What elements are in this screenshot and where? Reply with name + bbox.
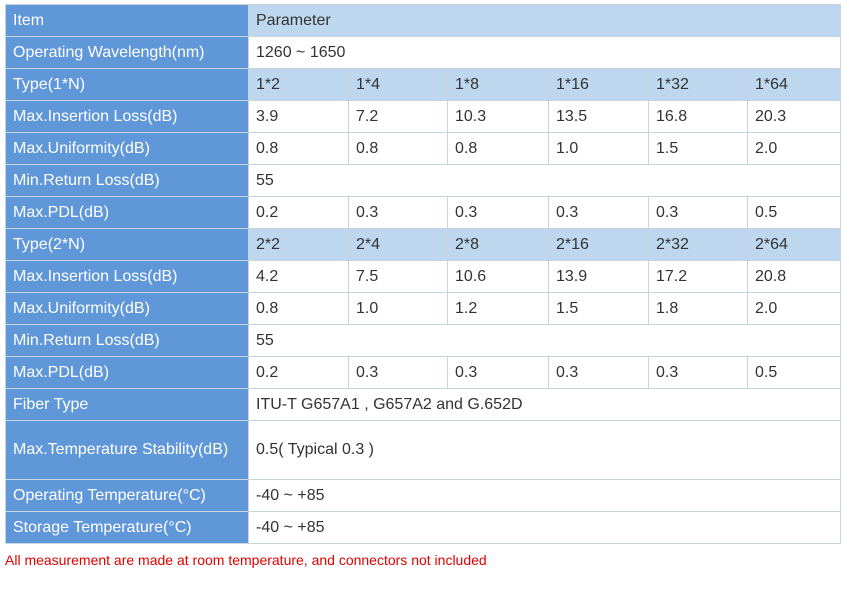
value-cell: 0.3 — [548, 356, 649, 389]
item-cell: Min.Return Loss(dB) — [5, 324, 249, 357]
table-row: Max.Insertion Loss(dB) 4.2 7.5 10.6 13.9 17.2… — [5, 260, 842, 293]
table-row: Operating Temperature(°C) -40 ~ +85 — [5, 479, 842, 512]
item-cell: Type(2*N) — [5, 228, 249, 261]
value-cell: 7.2 — [348, 100, 448, 133]
item-cell: Max.PDL(dB) — [5, 196, 249, 229]
value-cell: 1*4 — [348, 68, 448, 101]
value-cell: 2*32 — [648, 228, 748, 261]
footnote: All measurement are made at room tempera… — [5, 552, 487, 568]
table-row: Max.PDL(dB) 0.2 0.3 0.3 0.3 0.3 0.5 — [5, 196, 842, 229]
value-cell: 0.3 — [348, 196, 448, 229]
value-cell: 3.9 — [248, 100, 349, 133]
item-cell: Operating Wavelength(nm) — [5, 36, 249, 69]
value-cell: 2.0 — [746, 292, 842, 325]
value-cell: 0.5( Typical 0.3 ) — [247, 420, 842, 480]
value-cell: 13.5 — [548, 100, 649, 133]
item-cell: Max.Insertion Loss(dB) — [5, 100, 249, 133]
item-cell: Max.Uniformity(dB) — [5, 292, 249, 325]
value-cell: 0.2 — [248, 356, 349, 389]
value-cell: 2.0 — [746, 132, 842, 165]
value-cell: 1*2 — [248, 68, 349, 101]
value-cell: 0.8 — [348, 132, 448, 165]
value-cell: 7.5 — [348, 260, 448, 293]
value-cell: 1*32 — [648, 68, 748, 101]
value-cell: 0.8 — [248, 132, 349, 165]
value-cell: 1.5 — [648, 132, 748, 165]
item-cell: Storage Temperature(°C) — [5, 511, 249, 544]
item-cell: Max.PDL(dB) — [5, 356, 249, 389]
value-cell: 0.3 — [548, 196, 649, 229]
value-cell: 2*8 — [447, 228, 549, 261]
table-row: Min.Return Loss(dB) 55 — [5, 164, 842, 197]
value-cell: 0.3 — [447, 196, 549, 229]
value-cell: 4.2 — [248, 260, 349, 293]
item-cell: Max.Temperature Stability(dB) — [5, 420, 249, 480]
value-cell: 1.0 — [548, 132, 649, 165]
value-cell: 0.5 — [746, 196, 842, 229]
item-cell: Type(1*N) — [5, 68, 249, 101]
value-cell: 0.2 — [248, 196, 349, 229]
table-row: Max.Insertion Loss(dB) 3.9 7.2 10.3 13.5 16.8… — [5, 100, 842, 133]
item-cell: Operating Temperature(°C) — [5, 479, 249, 512]
value-cell: 0.3 — [447, 356, 549, 389]
item-cell: Item — [5, 4, 249, 37]
table-row: Type(2*N) 2*2 2*4 2*8 2*16 2*32 2*64 — [5, 228, 842, 261]
value-cell: 55 — [247, 324, 842, 357]
spec-table: Item Parameter Operating Wavelength(nm) 126… — [5, 4, 842, 544]
value-cell: 0.3 — [648, 356, 748, 389]
item-cell: Min.Return Loss(dB) — [5, 164, 249, 197]
value-cell: 20.3 — [746, 100, 842, 133]
table-row: Min.Return Loss(dB) 55 — [5, 324, 842, 357]
value-cell: 1.5 — [548, 292, 649, 325]
value-cell: 1.2 — [447, 292, 549, 325]
value-cell: 0.3 — [648, 196, 748, 229]
value-cell: 1*16 — [548, 68, 649, 101]
value-cell: 2*4 — [348, 228, 448, 261]
value-cell: 2*64 — [746, 228, 842, 261]
value-cell: 2*16 — [548, 228, 649, 261]
table-row: Item Parameter — [5, 4, 842, 37]
value-cell: Parameter — [247, 4, 842, 37]
value-cell: 13.9 — [548, 260, 649, 293]
value-cell: 20.8 — [746, 260, 842, 293]
value-cell: 0.5 — [746, 356, 842, 389]
item-cell: Fiber Type — [5, 388, 249, 421]
item-cell: Max.Insertion Loss(dB) — [5, 260, 249, 293]
value-cell: 0.3 — [348, 356, 448, 389]
table-row: Type(1*N) 1*2 1*4 1*8 1*16 1*32 1*64 — [5, 68, 842, 101]
value-cell: -40 ~ +85 — [247, 479, 842, 512]
table-row: Max.PDL(dB) 0.2 0.3 0.3 0.3 0.3 0.5 — [5, 356, 842, 389]
table-row: Max.Uniformity(dB) 0.8 0.8 0.8 1.0 1.5 2.0 — [5, 132, 842, 165]
table-row: Max.Uniformity(dB) 0.8 1.0 1.2 1.5 1.8 2.0 — [5, 292, 842, 325]
value-cell: 10.3 — [447, 100, 549, 133]
table-row: Max.Temperature Stability(dB) 0.5( Typica… — [5, 420, 842, 480]
item-cell: Max.Uniformity(dB) — [5, 132, 249, 165]
value-cell: 0.8 — [248, 292, 349, 325]
value-cell: 2*2 — [248, 228, 349, 261]
value-cell: 16.8 — [648, 100, 748, 133]
value-cell: 1*8 — [447, 68, 549, 101]
value-cell: ITU-T G657A1 , G657A2 and G.652D — [247, 388, 842, 421]
value-cell: 1260 ~ 1650 — [247, 36, 842, 69]
value-cell: 17.2 — [648, 260, 748, 293]
table-row: Storage Temperature(°C) -40 ~ +85 — [5, 511, 842, 544]
value-cell: 1*64 — [746, 68, 842, 101]
table-row: Operating Wavelength(nm) 1260 ~ 1650 — [5, 36, 842, 69]
value-cell: 55 — [247, 164, 842, 197]
table-row: Fiber Type ITU-T G657A1 , G657A2 and G.65… — [5, 388, 842, 421]
value-cell: -40 ~ +85 — [247, 511, 842, 544]
value-cell: 0.8 — [447, 132, 549, 165]
value-cell: 1.0 — [348, 292, 448, 325]
value-cell: 10.6 — [447, 260, 549, 293]
value-cell: 1.8 — [648, 292, 748, 325]
